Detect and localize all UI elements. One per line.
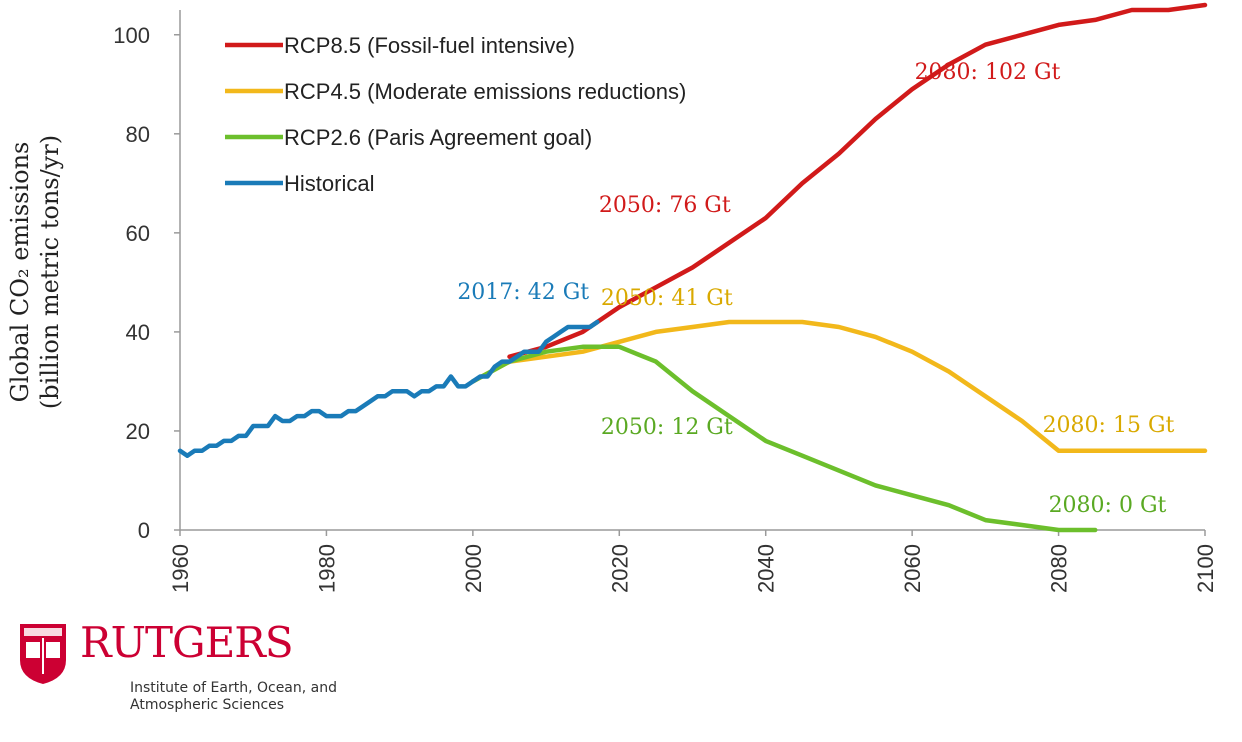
- y-tick-label: 0: [138, 518, 150, 543]
- data-annotation: 2080: 102 Gt: [915, 60, 1061, 85]
- y-axis-label-line2: (billion metric tons/yr): [36, 135, 64, 409]
- data-annotation: 2050: 76 Gt: [599, 193, 731, 218]
- data-annotation: 2017: 42 Gt: [457, 280, 589, 305]
- logo-subtitle-line1: Institute of Earth, Ocean, and: [130, 680, 337, 696]
- series-line-3: [177, 319, 600, 458]
- logo-wordmark: RUTGERS: [80, 618, 294, 667]
- shield-icon: [20, 624, 66, 684]
- x-tick-label: 2020: [607, 544, 632, 593]
- data-annotation: 2050: 12 Gt: [601, 415, 733, 440]
- legend-label: Historical: [284, 171, 374, 196]
- y-tick-label: 80: [126, 122, 150, 147]
- series-line-2: [470, 344, 1098, 533]
- annotations: 2017: 42 Gt 2050: 76 Gt 2080: 102 Gt 2050: …: [457, 60, 1174, 518]
- x-tick-label: 2040: [754, 544, 779, 593]
- legend-label: RCP2.6 (Paris Agreement goal): [284, 125, 592, 150]
- x-tick-label: 2000: [461, 544, 486, 593]
- series-line-0: [507, 2, 1208, 359]
- y-axis-label-line1: Global CO₂ emissions: [6, 142, 34, 403]
- y-tick-label: 20: [126, 419, 150, 444]
- legend: RCP8.5 (Fossil-fuel intensive) RCP4.5 (Mo…: [225, 33, 686, 196]
- x-tick-label: 1960: [168, 544, 193, 593]
- x-tick-label: 2080: [1047, 544, 1072, 593]
- x-tick-label: 2100: [1193, 544, 1218, 593]
- legend-label: RCP8.5 (Fossil-fuel intensive): [284, 33, 575, 58]
- rutgers-logo: RUTGERS Institute of Earth, Ocean, and A…: [18, 618, 378, 732]
- data-annotation: 2050: 41 Gt: [601, 286, 733, 311]
- y-tick-label: 60: [126, 221, 150, 246]
- y-tick-label: 40: [126, 320, 150, 345]
- legend-label: RCP4.5 (Moderate emissions reductions): [284, 79, 686, 104]
- x-tick-label: 1980: [314, 544, 339, 593]
- logo-subtitle-line2: Atmospheric Sciences: [130, 697, 285, 713]
- x-tick-label: 2060: [900, 544, 925, 593]
- y-tick-label: 100: [113, 23, 150, 48]
- data-annotation: 2080: 15 Gt: [1043, 413, 1175, 438]
- data-annotation: 2080: 0 Gt: [1049, 493, 1167, 518]
- series-group: [177, 2, 1208, 533]
